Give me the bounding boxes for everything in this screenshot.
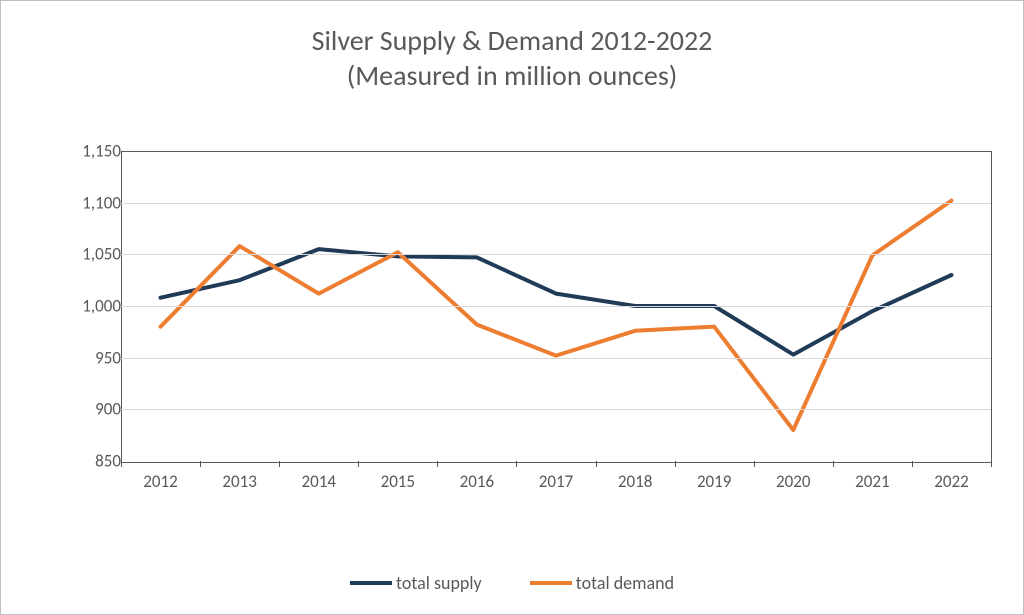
x-axis-label: 2015 <box>381 471 415 492</box>
legend-label-supply: total supply <box>396 572 482 594</box>
x-axis-label: 2012 <box>143 471 177 492</box>
line-series-1 <box>161 201 952 430</box>
x-axis-label: 2017 <box>539 471 573 492</box>
chart-title: Silver Supply & Demand 2012-2022 (Measur… <box>1 1 1023 93</box>
y-axis-label: 1,050 <box>66 244 121 265</box>
legend-item-demand: total demand <box>530 572 674 594</box>
y-axis-label: 1,100 <box>66 192 121 213</box>
y-axis-label: 850 <box>66 451 121 472</box>
gridline <box>121 203 991 204</box>
x-axis-tick <box>675 461 676 467</box>
y-axis-label: 1,000 <box>66 296 121 317</box>
y-axis-label: 900 <box>66 399 121 420</box>
x-axis-label: 2021 <box>855 471 889 492</box>
x-axis-tick <box>833 461 834 467</box>
x-axis-tick <box>754 461 755 467</box>
x-axis-tick <box>912 461 913 467</box>
x-axis-tick <box>596 461 597 467</box>
gridline <box>121 358 991 359</box>
x-axis-label: 2014 <box>301 471 335 492</box>
x-axis-tick <box>516 461 517 467</box>
x-axis-tick <box>991 461 992 467</box>
gridline <box>121 306 991 307</box>
gridline <box>121 409 991 410</box>
x-axis-label: 2022 <box>934 471 968 492</box>
x-axis-label: 2016 <box>460 471 494 492</box>
legend-label-demand: total demand <box>576 572 674 594</box>
x-axis-label: 2013 <box>222 471 256 492</box>
x-axis-tick <box>200 461 201 467</box>
legend-swatch-demand <box>530 581 572 585</box>
chart-container: Silver Supply & Demand 2012-2022 (Measur… <box>0 0 1024 615</box>
y-axis-label: 950 <box>66 347 121 368</box>
chart-title-line1: Silver Supply & Demand 2012-2022 <box>1 23 1023 58</box>
x-axis-tick <box>358 461 359 467</box>
x-axis-label: 2019 <box>697 471 731 492</box>
x-axis-label: 2020 <box>776 471 810 492</box>
x-axis-tick <box>437 461 438 467</box>
chart-title-line2: (Measured in million ounces) <box>1 58 1023 93</box>
legend-item-supply: total supply <box>350 572 482 594</box>
gridline <box>121 254 991 255</box>
y-axis-label: 1,150 <box>66 141 121 162</box>
legend: total supply total demand <box>1 568 1023 594</box>
legend-swatch-supply <box>350 581 392 585</box>
x-axis-label: 2018 <box>618 471 652 492</box>
plot-area: 8509009501,0001,0501,1001,15020122013201… <box>61 151 1001 511</box>
x-axis-tick <box>121 461 122 467</box>
x-axis-tick <box>279 461 280 467</box>
